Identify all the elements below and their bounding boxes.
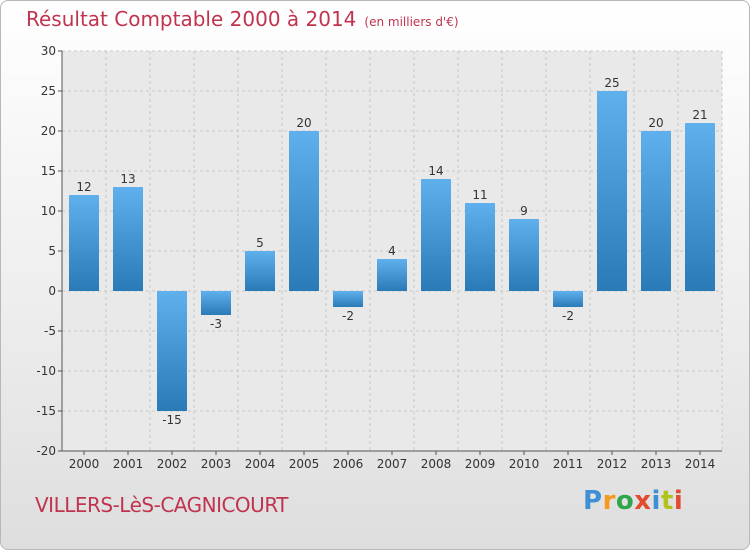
proxiti-logo[interactable]: Proxiti [583,486,683,516]
data-label: 13 [120,172,135,186]
y-tick-label: -15 [36,404,56,418]
bar-2003 [201,291,231,315]
x-tick-label: 2010 [509,457,540,471]
y-tick-label: 10 [41,204,56,218]
bar-2008 [421,179,451,291]
y-tick-label: -10 [36,364,56,378]
bar-2007 [377,259,407,291]
chart-title-text: Résultat Comptable 2000 à 2014 [26,7,357,31]
data-label: -3 [210,317,222,331]
logo-letter: x [634,486,652,516]
data-label: 11 [472,188,487,202]
bar-2000 [69,195,99,291]
data-label: -2 [562,309,574,323]
x-tick-label: 2002 [157,457,188,471]
data-label: 4 [388,244,396,258]
chart-title: Résultat Comptable 2000 à 2014 (en millie… [26,7,459,31]
bar-2014 [685,123,715,291]
logo-letter: o [615,486,635,516]
x-tick-label: 2007 [377,457,408,471]
logo-letter: i [651,486,661,516]
bar-2010 [509,219,539,291]
data-label: 5 [256,236,264,250]
x-tick-label: 2003 [201,457,232,471]
logo-letter: P [583,486,603,516]
y-tick-label: 25 [41,84,56,98]
place-name: VILLERS-LèS-CAGNICOURT [35,493,288,517]
bar-2006 [333,291,363,307]
y-tick-label: 30 [41,44,56,58]
y-tick-label: 0 [48,284,56,298]
bar-2012 [597,91,627,291]
y-tick-label: 5 [48,244,56,258]
x-tick-label: 2009 [465,457,496,471]
y-tick-label: -20 [36,444,56,458]
logo-letter: t [660,486,674,516]
x-tick-label: 2000 [69,457,100,471]
x-tick-label: 2013 [641,457,672,471]
x-tick-label: 2012 [597,457,628,471]
x-tick-label: 2014 [685,457,716,471]
logo-letter: r [602,486,616,516]
data-label: 20 [648,116,663,130]
data-labels: 12 13 -15 -3 5 20 -2 4 14 11 9 -2 25 20 21 [76,76,707,427]
y-tick-label: 20 [41,124,56,138]
y-tick-label: 15 [41,164,56,178]
bar-2011 [553,291,583,307]
bar-2005 [289,131,319,291]
x-tick-label: 2005 [289,457,320,471]
x-tick-label: 2011 [553,457,584,471]
axes: 30 25 20 15 10 5 0 -5 -10 -15 -20 2000 2001 2002 2003 2… [36,44,722,471]
bar-2013 [641,131,671,291]
x-tick-label: 2006 [333,457,364,471]
data-label: 9 [520,204,528,218]
x-tick-label: 2001 [113,457,144,471]
data-label: 25 [604,76,619,90]
bar-2001 [113,187,143,291]
x-tick-label: 2008 [421,457,452,471]
bar-2002 [157,291,187,411]
x-tick-label: 2004 [245,457,276,471]
chart-unit: (en milliers d'€) [364,15,459,29]
data-label: -15 [162,413,182,427]
data-label: 21 [692,108,707,122]
logo-letter: i [673,486,684,516]
data-label: 20 [296,116,311,130]
data-label: -2 [342,309,354,323]
bars [69,91,715,411]
data-label: 14 [428,164,443,178]
bar-2004 [245,251,275,291]
y-tick-label: -5 [44,324,56,338]
data-label: 12 [76,180,91,194]
bar-2009 [465,203,495,291]
